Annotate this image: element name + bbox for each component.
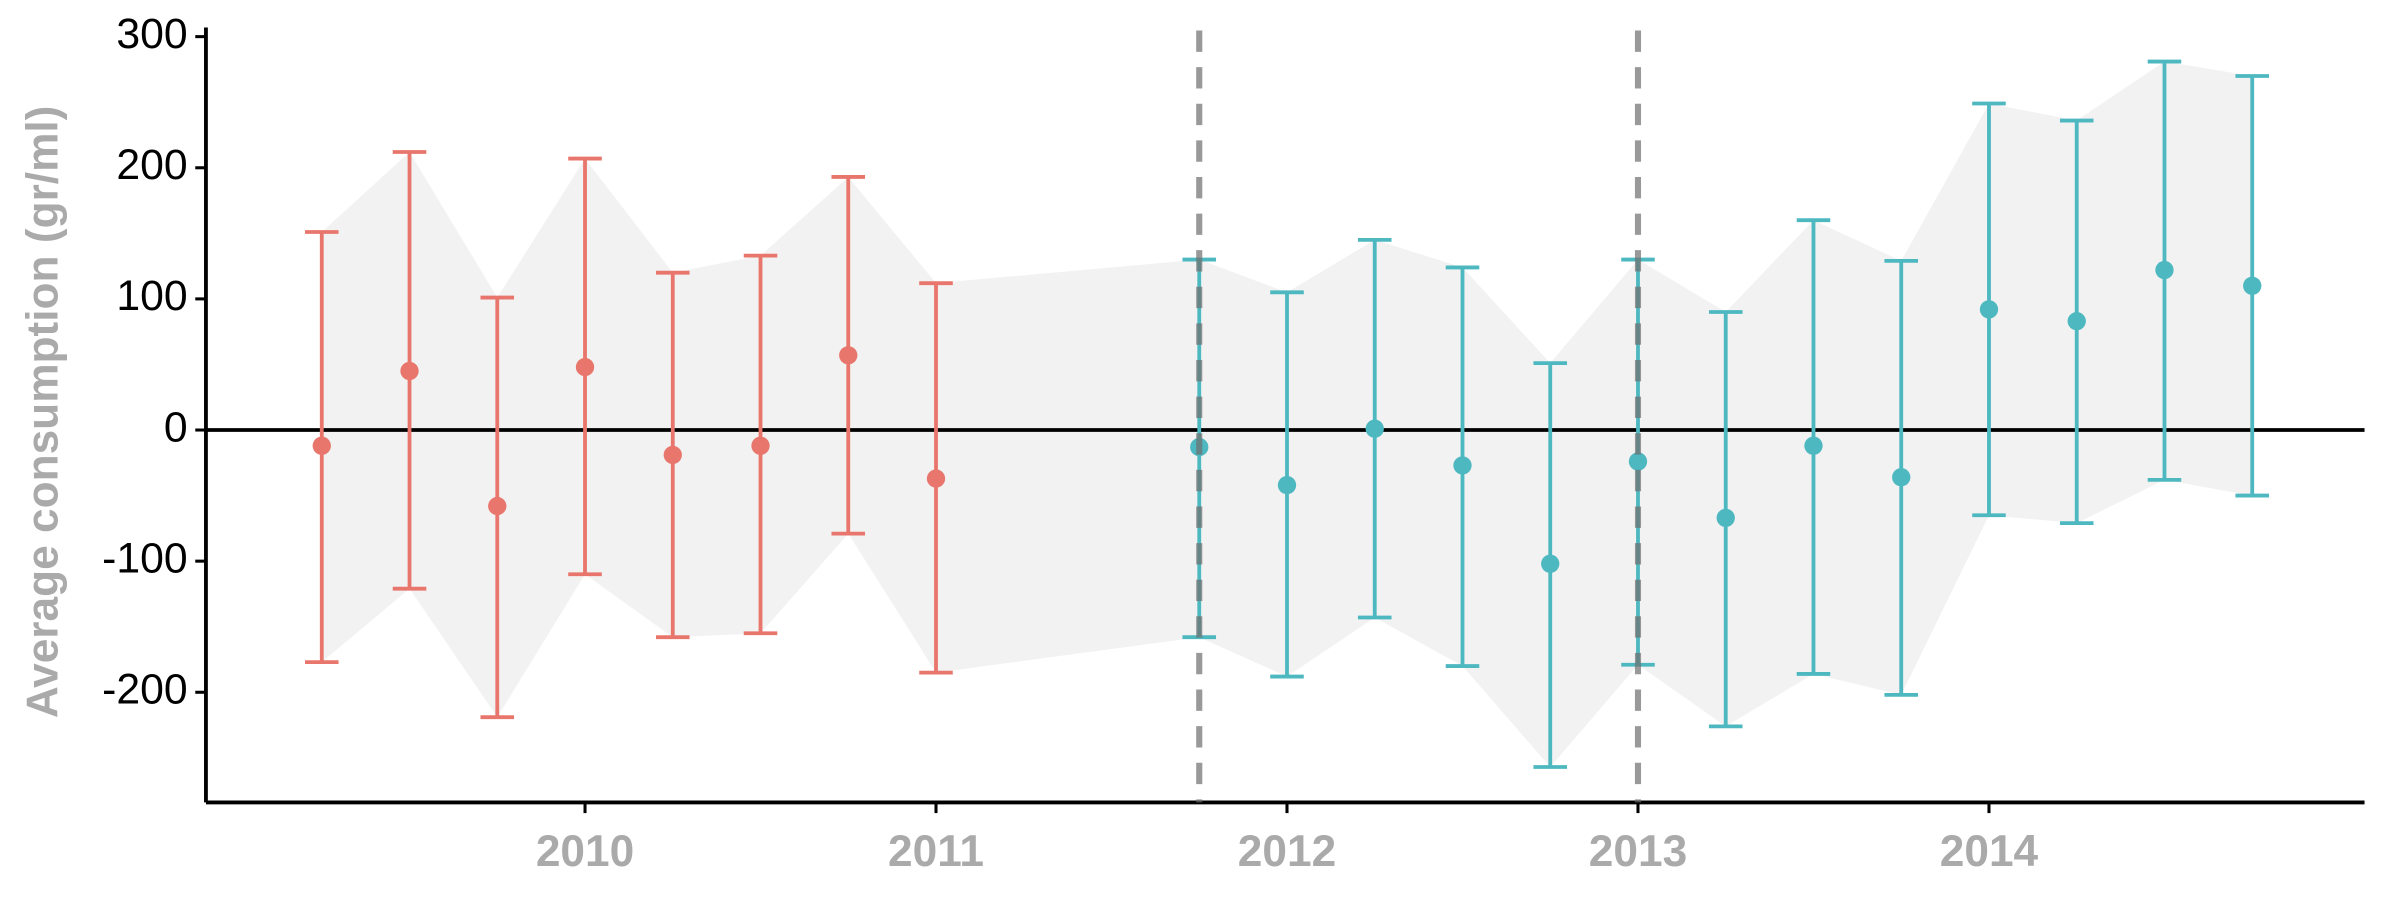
point xyxy=(1277,475,1297,495)
point xyxy=(1628,452,1648,471)
y-tick-label: -200 xyxy=(102,666,187,714)
point xyxy=(575,357,595,377)
x-tick-label: 2010 xyxy=(536,827,634,876)
point xyxy=(400,361,419,381)
point xyxy=(488,496,507,516)
point xyxy=(1804,436,1823,455)
x-tick-label: 2012 xyxy=(1238,827,1336,876)
point xyxy=(751,436,770,455)
y-tick-label: 300 xyxy=(116,10,187,58)
y-tick-label: -100 xyxy=(102,534,187,582)
ribbon xyxy=(321,152,937,718)
x-tick-label: 2013 xyxy=(1589,827,1687,876)
ribbon-link xyxy=(936,259,1200,673)
point xyxy=(663,445,682,465)
y-tick-label: 200 xyxy=(116,141,187,189)
y-axis-title: Average consumption (gr/ml) xyxy=(18,106,67,719)
point xyxy=(2067,312,2086,331)
x-tick-label: 2014 xyxy=(1940,827,2039,876)
point xyxy=(1716,508,1735,528)
point xyxy=(1365,419,1384,438)
y-tick-label: 0 xyxy=(164,403,188,451)
point xyxy=(1453,456,1472,475)
point xyxy=(2155,260,2174,280)
point xyxy=(839,346,858,365)
point xyxy=(1892,468,1911,487)
x-tick-label: 2011 xyxy=(888,827,984,876)
point xyxy=(1541,554,1560,573)
point xyxy=(1979,300,1999,319)
point xyxy=(2243,276,2262,295)
point xyxy=(312,436,331,455)
y-tick-label: 100 xyxy=(116,272,187,320)
point xyxy=(926,469,946,488)
